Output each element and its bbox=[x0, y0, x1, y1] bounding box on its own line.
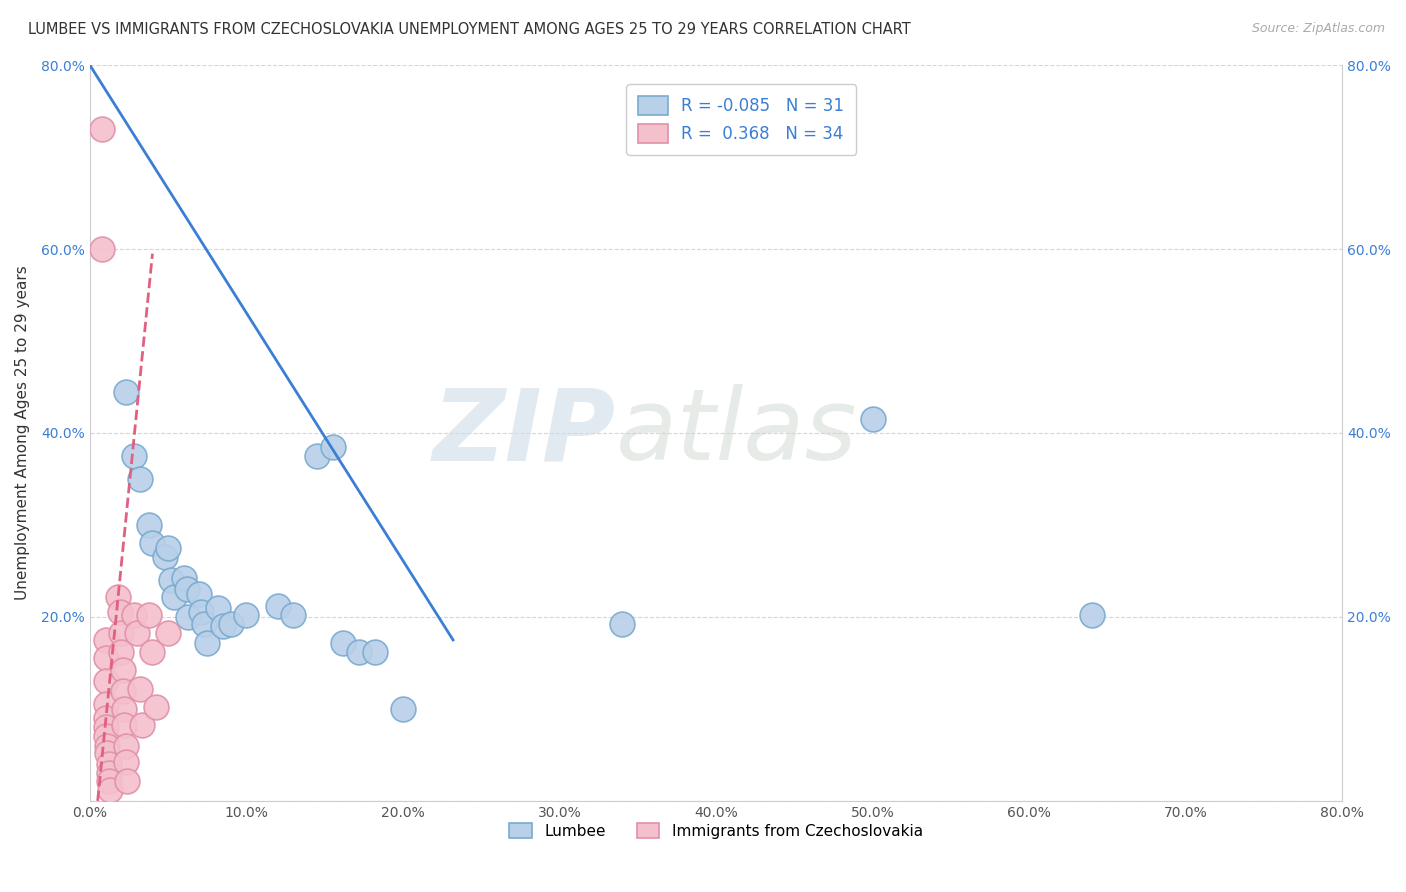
Point bbox=[94, 632, 117, 647]
Point bbox=[129, 472, 152, 486]
Point bbox=[131, 718, 153, 732]
Point bbox=[332, 636, 354, 650]
Point bbox=[1081, 608, 1104, 623]
Point bbox=[108, 605, 131, 619]
Point bbox=[321, 440, 343, 454]
Point bbox=[157, 541, 180, 555]
Point bbox=[122, 608, 145, 623]
Point bbox=[283, 608, 305, 623]
Point bbox=[267, 599, 290, 613]
Point bbox=[153, 550, 176, 565]
Point bbox=[195, 636, 218, 650]
Point bbox=[112, 718, 135, 732]
Point bbox=[94, 698, 117, 712]
Point bbox=[110, 645, 132, 659]
Point bbox=[98, 782, 121, 797]
Point bbox=[188, 587, 211, 601]
Point bbox=[138, 518, 160, 533]
Point bbox=[129, 681, 152, 696]
Point bbox=[141, 536, 163, 550]
Point bbox=[94, 711, 117, 725]
Point bbox=[173, 571, 195, 585]
Point bbox=[364, 645, 387, 659]
Point bbox=[111, 663, 134, 677]
Point bbox=[176, 582, 198, 597]
Point bbox=[94, 720, 117, 734]
Point bbox=[177, 610, 200, 624]
Point bbox=[96, 739, 118, 753]
Point bbox=[235, 608, 257, 623]
Point bbox=[163, 590, 186, 604]
Point bbox=[112, 702, 135, 716]
Point bbox=[97, 757, 120, 772]
Text: ZIP: ZIP bbox=[433, 384, 616, 482]
Point bbox=[91, 122, 114, 136]
Point bbox=[94, 651, 117, 665]
Point bbox=[141, 645, 163, 659]
Point bbox=[117, 773, 139, 788]
Point bbox=[96, 746, 118, 760]
Point bbox=[160, 573, 183, 587]
Text: Source: ZipAtlas.com: Source: ZipAtlas.com bbox=[1251, 22, 1385, 36]
Point bbox=[138, 608, 160, 623]
Y-axis label: Unemployment Among Ages 25 to 29 years: Unemployment Among Ages 25 to 29 years bbox=[15, 266, 30, 600]
Point bbox=[122, 449, 145, 463]
Point bbox=[97, 773, 120, 788]
Text: atlas: atlas bbox=[616, 384, 858, 482]
Point bbox=[91, 242, 114, 256]
Point bbox=[107, 590, 129, 604]
Point bbox=[219, 617, 242, 632]
Point bbox=[207, 600, 229, 615]
Point bbox=[97, 766, 120, 780]
Point bbox=[110, 626, 132, 640]
Point bbox=[305, 449, 328, 463]
Point bbox=[94, 674, 117, 689]
Point bbox=[212, 619, 235, 633]
Point bbox=[190, 605, 212, 619]
Point bbox=[94, 730, 117, 744]
Point bbox=[862, 412, 884, 426]
Legend: Lumbee, Immigrants from Czechoslovakia: Lumbee, Immigrants from Czechoslovakia bbox=[503, 816, 929, 845]
Point bbox=[115, 756, 138, 770]
Text: LUMBEE VS IMMIGRANTS FROM CZECHOSLOVAKIA UNEMPLOYMENT AMONG AGES 25 TO 29 YEARS : LUMBEE VS IMMIGRANTS FROM CZECHOSLOVAKIA… bbox=[28, 22, 911, 37]
Point bbox=[392, 702, 415, 716]
Point bbox=[193, 617, 215, 632]
Point bbox=[115, 384, 138, 399]
Point bbox=[610, 617, 633, 632]
Point bbox=[115, 739, 138, 753]
Point bbox=[347, 645, 370, 659]
Point bbox=[145, 700, 167, 714]
Point bbox=[157, 626, 180, 640]
Point bbox=[125, 626, 148, 640]
Point bbox=[111, 683, 134, 698]
